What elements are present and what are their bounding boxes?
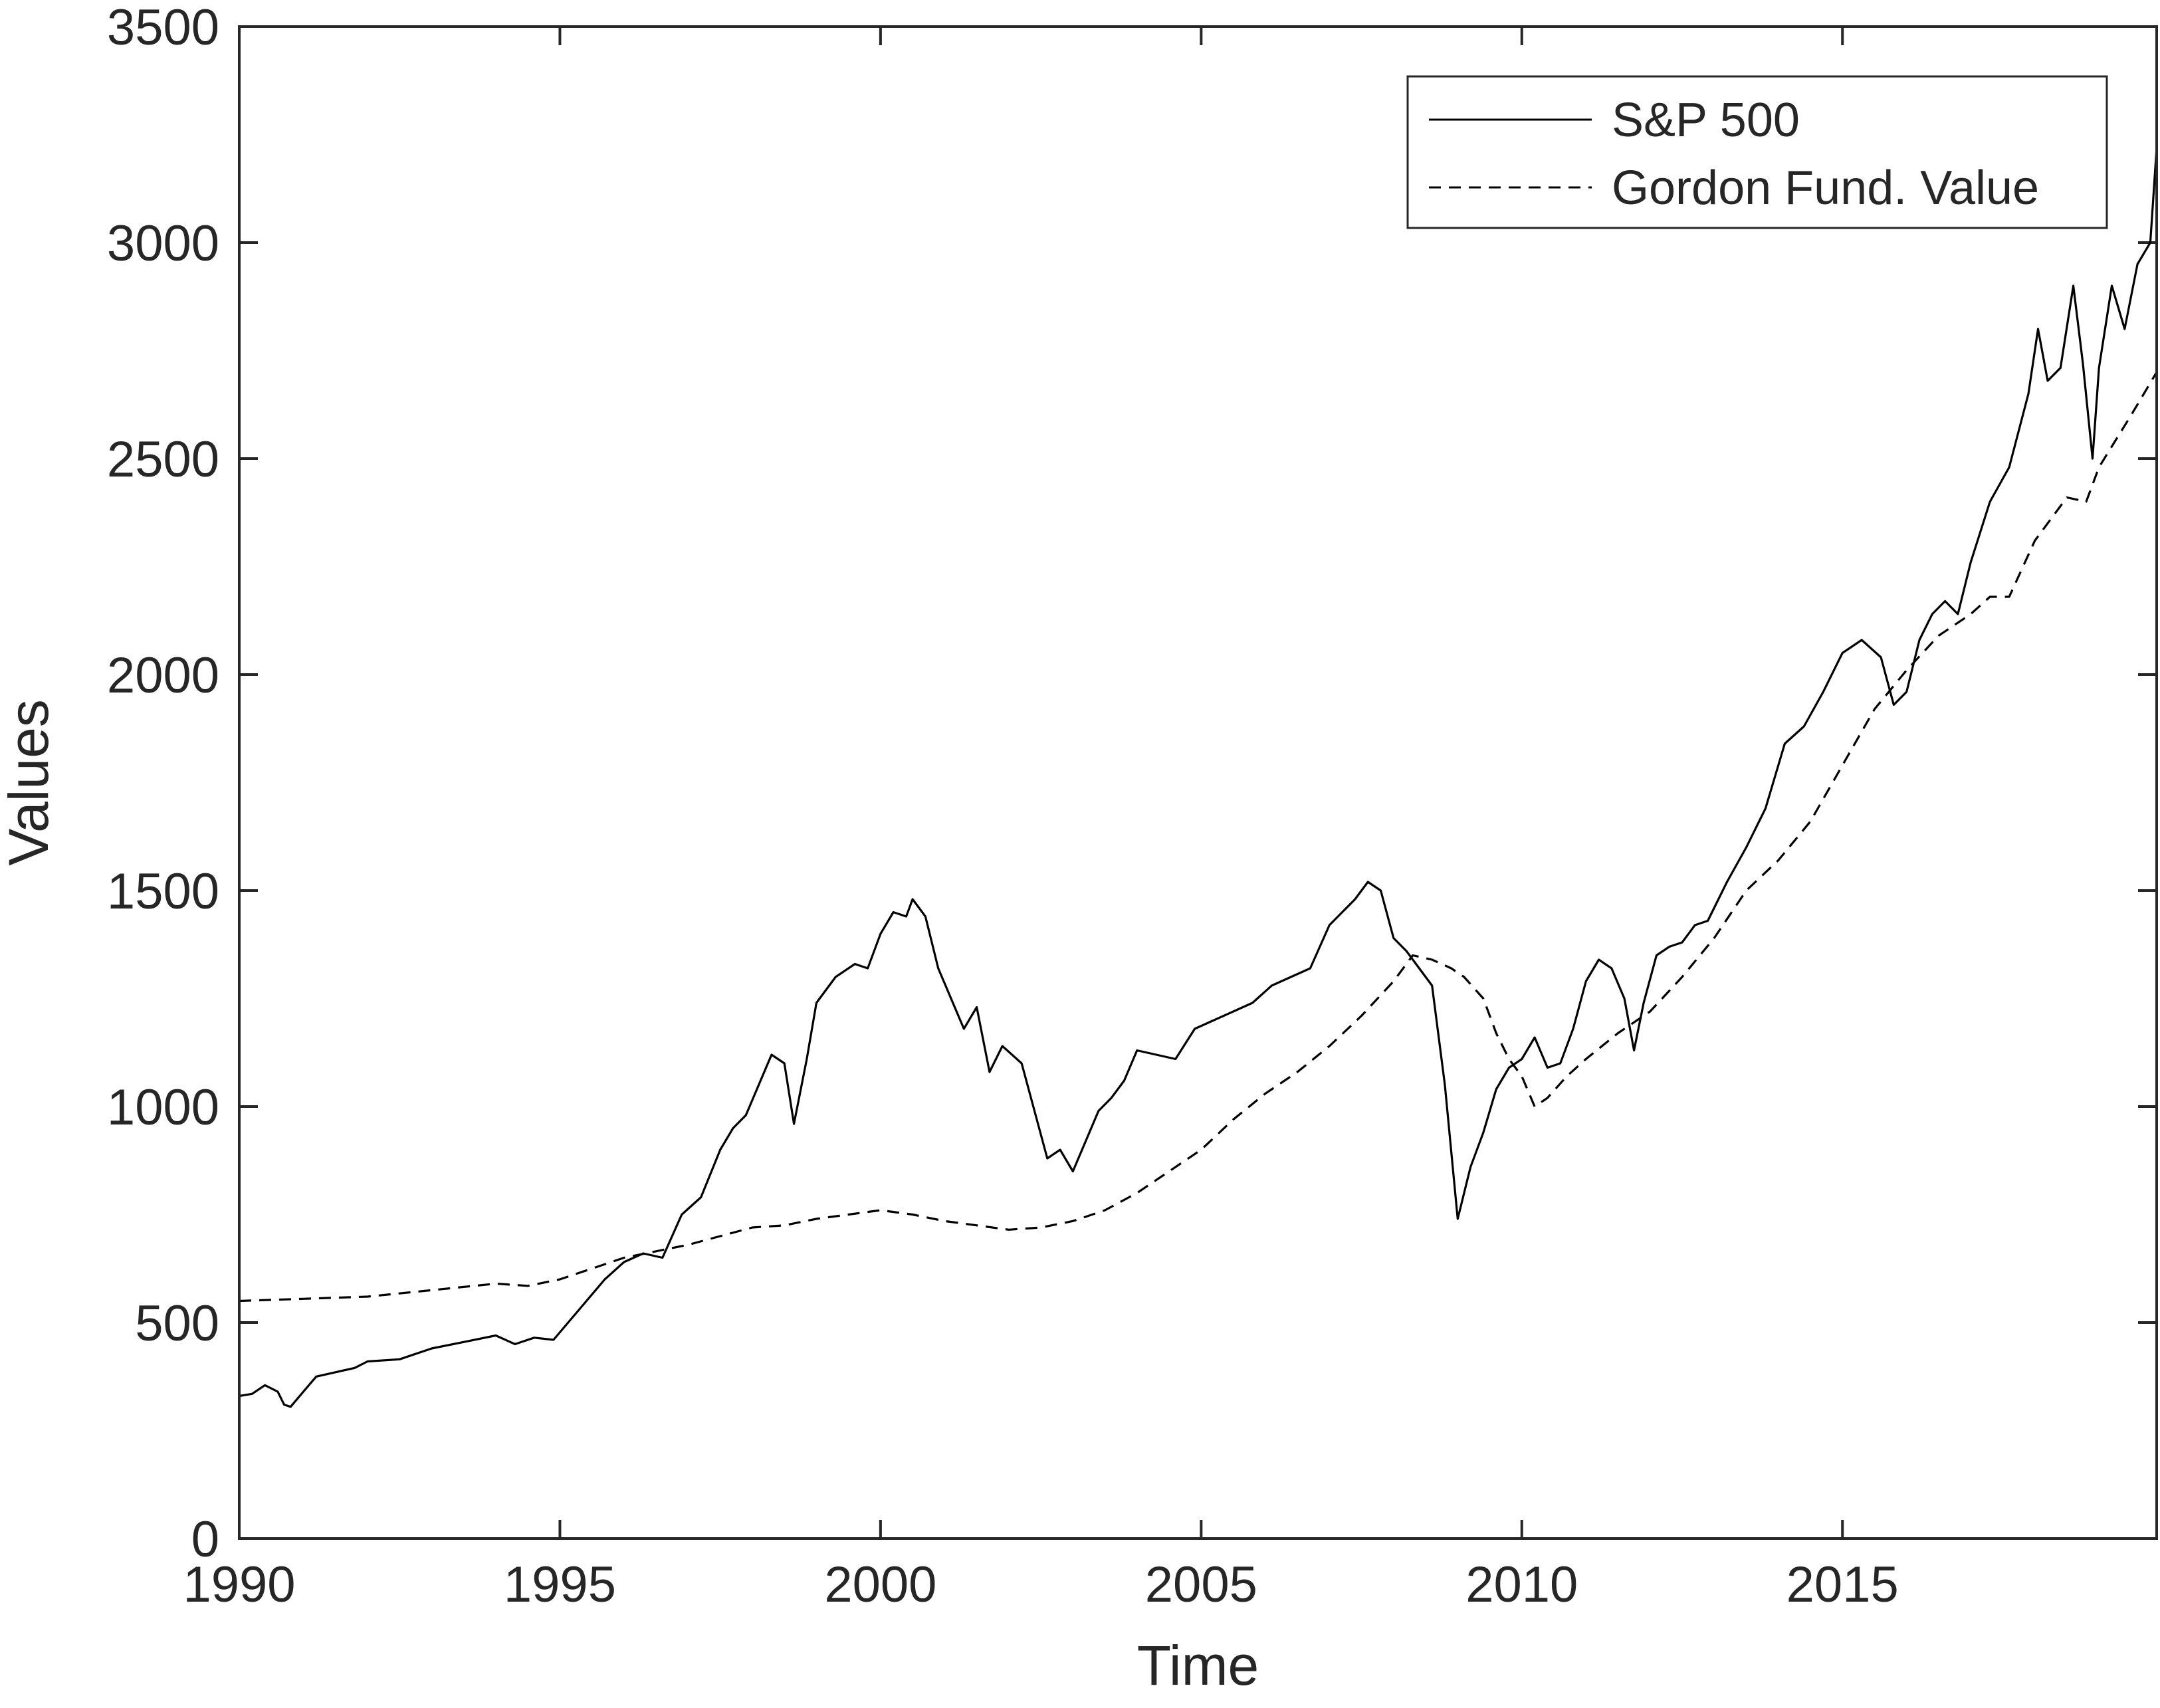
x-axis-label: Time [1137, 1634, 1259, 1697]
legend-label-gordon-fund-value: Gordon Fund. Value [1612, 161, 2039, 215]
x-tick-label: 1990 [183, 1556, 295, 1613]
series-line-s-p-500 [239, 147, 2158, 1408]
x-tick-label: 1995 [504, 1556, 616, 1613]
y-tick-label: 2000 [107, 647, 219, 704]
legend: S&P 500 Gordon Fund. Value [1406, 75, 2108, 229]
x-tick-label: 2010 [1465, 1556, 1578, 1613]
y-tick-label: 2500 [107, 431, 219, 488]
y-tick-label: 3500 [107, 0, 219, 56]
y-tick-label: 0 [191, 1511, 219, 1568]
legend-label-sp500: S&P 500 [1612, 94, 1800, 147]
y-tick-label: 3000 [107, 215, 219, 272]
x-axis-ticks: 1990 1995 2000 2005 2010 2015 [183, 27, 1899, 1613]
x-tick-label: 2015 [1786, 1556, 1899, 1613]
x-tick-label: 2005 [1145, 1556, 1257, 1613]
y-axis-label: Values [0, 699, 60, 866]
x-tick-label: 2000 [824, 1556, 936, 1613]
series-layer [239, 147, 2158, 1408]
y-axis-ticks: 0 500 1000 1500 2000 2500 3000 3500 [107, 0, 2157, 1568]
legend-box [1406, 75, 2108, 229]
plot-area-frame [238, 25, 2158, 1540]
y-tick-label: 500 [135, 1295, 219, 1352]
y-tick-label: 1000 [107, 1079, 219, 1136]
y-tick-label: 1500 [107, 863, 219, 920]
